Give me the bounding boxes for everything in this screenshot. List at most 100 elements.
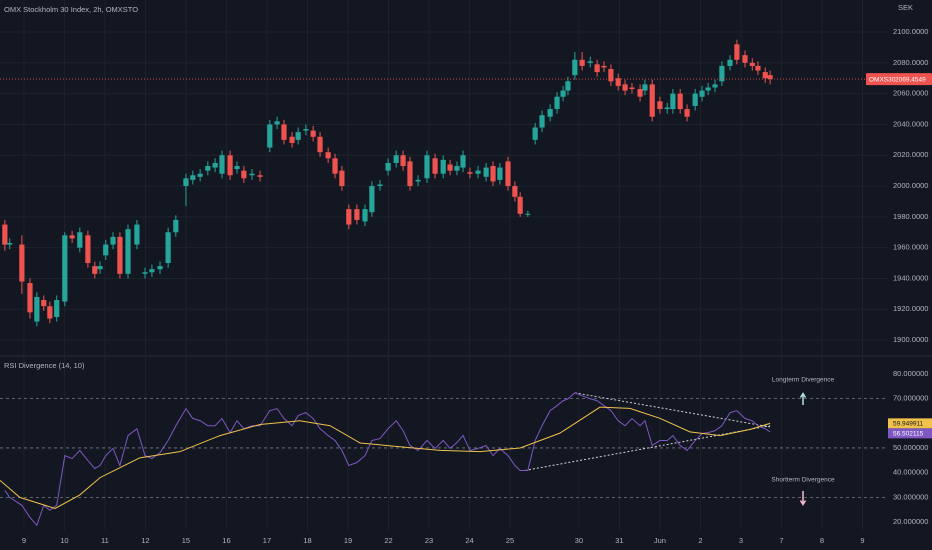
candle-body — [664, 107, 670, 110]
candle-body — [69, 235, 75, 239]
candle-body — [289, 136, 295, 143]
candle-body — [400, 155, 406, 167]
candle-body — [762, 72, 768, 79]
y-tick-label: 40.000000 — [893, 468, 928, 477]
x-tick-label: 10 — [60, 536, 68, 545]
candle-body — [393, 155, 399, 163]
candle-body — [125, 229, 131, 274]
candle-body — [149, 269, 155, 273]
candle-body — [432, 158, 438, 174]
candle-body — [281, 124, 287, 140]
candle-body — [205, 166, 211, 171]
candle-body — [97, 266, 103, 270]
arrow-up-icon — [799, 392, 807, 405]
candle-body — [532, 127, 538, 140]
x-tick-label: 23 — [425, 536, 433, 545]
x-tick-label: 24 — [465, 536, 473, 545]
x-tick-label: 2 — [698, 536, 702, 545]
candle-body — [54, 300, 60, 317]
y-tick-label: 1980.0000 — [893, 212, 928, 221]
y-tick-label: 2080.0000 — [893, 58, 928, 67]
x-tick-label: 22 — [384, 536, 392, 545]
candle-body — [554, 96, 560, 110]
y-tick-label: 1960.0000 — [893, 243, 928, 252]
x-tick-label: 16 — [222, 536, 230, 545]
x-tick-label: 12 — [141, 536, 149, 545]
y-tick-label: 2100.0000 — [893, 27, 928, 36]
y-tick-label: 2020.0000 — [893, 150, 928, 159]
candle-body — [34, 296, 40, 322]
x-tick-label: 25 — [506, 536, 514, 545]
candle-body — [117, 236, 123, 274]
candle-body — [560, 90, 566, 97]
y-tick-label: 30.000000 — [893, 492, 928, 501]
y-tick-label: 1940.0000 — [893, 273, 928, 282]
candle-body — [332, 158, 338, 174]
annotation: Longterm Divergence — [772, 377, 835, 384]
y-axis-label: SEK — [898, 3, 913, 12]
candle-body — [346, 209, 352, 225]
candle-body — [727, 59, 733, 66]
candle-body — [227, 155, 233, 176]
candle-body — [274, 121, 280, 125]
candle-body — [440, 159, 446, 174]
last-value-label: 56.502115 — [893, 431, 924, 438]
x-tick-label: Jun — [654, 536, 666, 545]
candle-body — [572, 59, 578, 76]
candle-body — [670, 93, 676, 110]
candle-body — [712, 84, 718, 88]
candle-body — [62, 235, 68, 302]
annotation: Shortterm Divergence — [771, 477, 835, 484]
candle-body — [7, 243, 13, 245]
x-tick-label: 9 — [860, 536, 864, 545]
last-value-box — [888, 428, 932, 439]
candle-body — [47, 306, 53, 319]
candle-body — [317, 136, 323, 153]
divergence-line — [524, 425, 771, 471]
y-tick-label: 20.000000 — [893, 517, 928, 526]
candle-body — [303, 129, 309, 131]
candle-body — [460, 155, 466, 168]
candle-body — [157, 266, 163, 270]
x-tick-label: 18 — [303, 536, 311, 545]
y-tick-label: 80.000000 — [893, 369, 928, 378]
last-value-box — [888, 418, 932, 429]
candle-body — [565, 81, 571, 91]
candle-body — [525, 213, 531, 215]
candle-body — [27, 283, 33, 313]
candle-body — [755, 65, 761, 71]
candle-body — [447, 164, 453, 171]
x-tick-label: 31 — [615, 536, 623, 545]
candle-body — [142, 272, 148, 274]
candle-body — [637, 89, 643, 97]
candle-body — [190, 175, 196, 180]
candle-body — [749, 62, 755, 66]
x-tick-label: 8 — [820, 536, 824, 545]
candle-body — [267, 124, 273, 148]
x-tick-label: 19 — [344, 536, 352, 545]
divergence-line — [574, 392, 771, 428]
y-tick-label: 2060.0000 — [893, 89, 928, 98]
candle-body — [677, 93, 683, 110]
candle-body — [77, 232, 83, 248]
candle-body — [629, 87, 635, 90]
candle-body — [684, 109, 690, 117]
candle-body — [165, 232, 171, 264]
candle-body — [249, 173, 255, 176]
series-line — [0, 406, 771, 510]
candle-body — [92, 266, 98, 274]
candle-body — [377, 184, 383, 187]
chart-title: OMX Stockholm 30 Index, 2h, OMXSTO — [4, 5, 138, 14]
y-tick-label: 1900.0000 — [893, 335, 928, 344]
candle-body — [767, 75, 773, 80]
candle-body — [19, 244, 25, 282]
candle-body — [742, 55, 748, 63]
candle-body — [615, 78, 621, 86]
candle-body — [608, 68, 614, 82]
candle-body — [407, 161, 413, 187]
candle-body — [197, 173, 203, 177]
last-price-label: 2069.4549 — [895, 76, 926, 83]
x-tick-label: 17 — [263, 536, 271, 545]
